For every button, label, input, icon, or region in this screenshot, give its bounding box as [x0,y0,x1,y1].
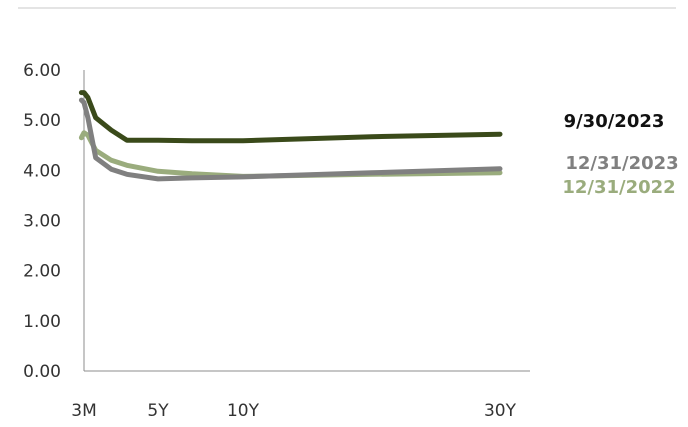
y-tick-label: 2.00 [23,262,61,282]
x-tick-labels: 3M 5Y 10Y 30Y [71,401,516,421]
y-tick-label: 5.00 [23,111,61,131]
y-tick-label: 3.00 [23,212,61,232]
x-tick-label: 5Y [147,401,169,421]
y-tick-label: 4.00 [23,161,61,181]
series-line-0 [78,90,503,144]
series-line-1 [78,97,503,182]
series-label-0: 9/30/2023 [564,111,665,132]
y-tick-labels: 0.00 1.00 2.00 3.00 4.00 5.00 6.00 [23,61,61,382]
series-label-1: 12/31/2023 [565,153,678,174]
series-label-2: 12/31/2022 [562,177,675,198]
y-tick-label: 1.00 [23,312,61,332]
x-tick-label: 3M [71,401,96,421]
series-labels: 9/30/2023 12/31/2023 12/31/2022 [562,111,678,198]
y-tick-label: 0.00 [23,362,61,382]
x-tick-label: 30Y [484,401,517,421]
series-lines [78,90,503,182]
y-tick-label: 6.00 [23,61,61,81]
x-tick-label: 10Y [227,401,260,421]
